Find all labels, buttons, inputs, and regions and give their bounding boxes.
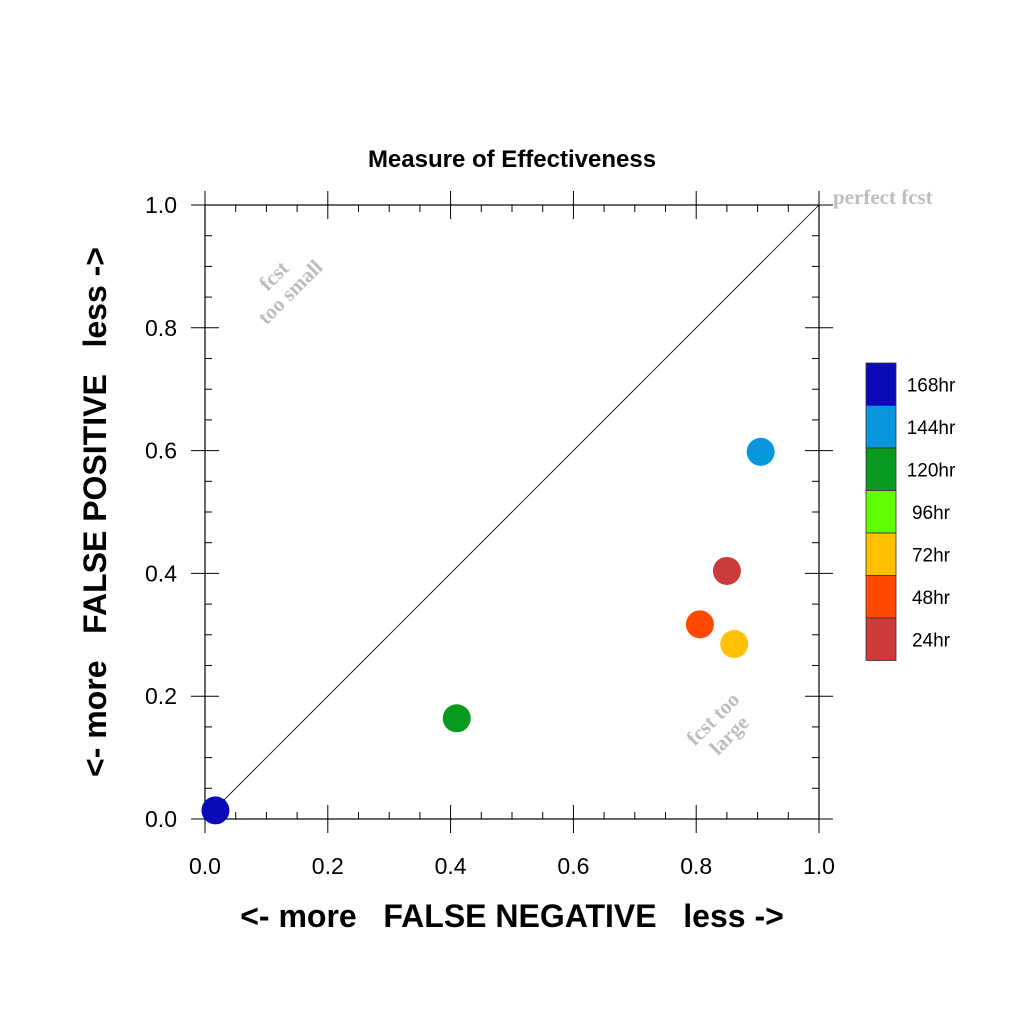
point-168hr [201,796,230,825]
point-120hr [442,704,471,733]
y-axis-label: <- more FALSE POSITIVE less -> [77,247,113,777]
point-72hr [720,630,749,659]
point-24hr [712,556,741,585]
y-tick-label: 0.4 [145,560,177,586]
legend-swatch-48hr [865,575,897,619]
legend-label-144hr: 144hr [907,418,956,439]
point-48hr [685,610,714,639]
chart-title: Measure of Effectiveness [368,146,656,173]
legend-label-72hr: 72hr [912,545,951,566]
legend-swatch-120hr [865,447,897,491]
perfect-forecast-line [204,204,820,820]
annotation-fcst-too-large: fcst too large [681,687,753,759]
y-tick-label: 0.2 [145,683,177,709]
y-tick-label: 0.0 [145,806,177,832]
legend-swatch-96hr [865,490,897,534]
legend-swatch-144hr [865,405,897,449]
legend-swatch-168hr [865,362,897,406]
tick-labels: 0.0 0.2 0.4 0.6 0.8 1.0 0.0 0.2 0.4 0.6 0.8 1.0 [145,192,835,879]
x-tick-label: 0.4 [435,853,467,879]
annotation-perfect-fcst: perfect fcst [833,185,933,209]
x-axis-label: <- more FALSE NEGATIVE less -> [240,898,784,934]
annotation-fcst-too-small-line2: too small [253,255,327,329]
legend-label-120hr: 120hr [907,460,956,481]
legend-swatch-72hr [865,532,897,576]
legend-label-96hr: 96hr [912,503,951,524]
y-tick-label: 0.6 [145,438,177,464]
legend-swatch-24hr [865,617,897,661]
x-tick-label: 0.2 [312,853,344,879]
axis-ticks [191,191,833,833]
x-tick-label: 0.0 [189,853,221,879]
y-tick-label: 1.0 [145,192,177,218]
annotation-fcst-too-small: fcst too small [253,255,327,329]
legend-label-48hr: 48hr [912,588,951,609]
data-points [201,437,775,825]
point-144hr [746,437,775,466]
legend-label-168hr: 168hr [907,375,956,396]
legend-label-24hr: 24hr [912,630,951,651]
x-tick-label: 0.6 [557,853,589,879]
y-tick-label: 0.8 [145,315,177,341]
legend: 168hr 144hr 120hr 96hr 72hr 48hr 24hr [865,362,956,661]
x-tick-label: 1.0 [803,853,835,879]
x-tick-label: 0.8 [680,853,712,879]
